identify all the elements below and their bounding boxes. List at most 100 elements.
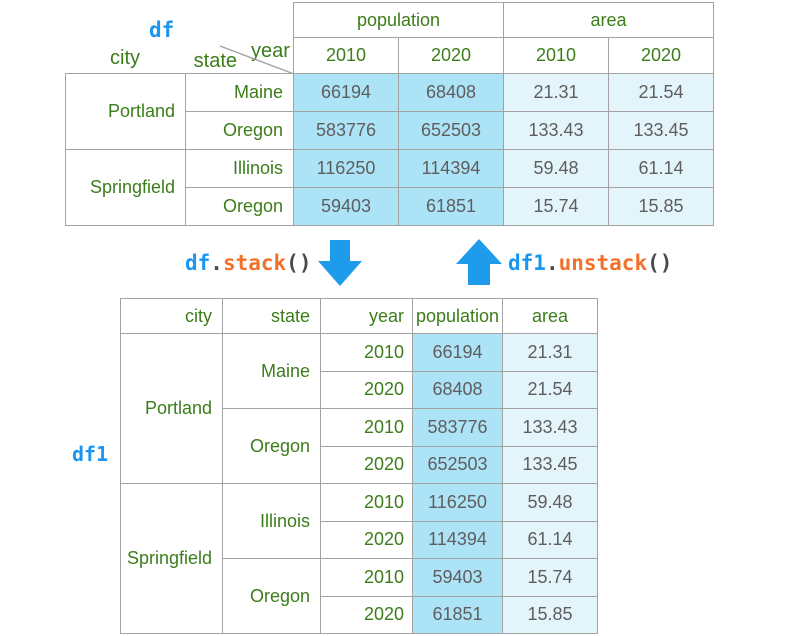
stack-object-name: df xyxy=(185,251,211,275)
df1-long-table: city state year population area Portland… xyxy=(120,298,598,634)
population-cell: 59403 xyxy=(412,558,503,597)
table-row: Oregon 2010 583776 133.43 xyxy=(121,408,598,484)
year-cell: 2010 xyxy=(320,558,413,597)
table-row: Springfield Illinois 2010 116250 59.48 xyxy=(120,483,598,634)
state-axis-label: state xyxy=(193,50,237,72)
unstack-object-name: df1 xyxy=(508,251,546,275)
value-cell: 114394 xyxy=(398,149,504,188)
value-cell: 61851 xyxy=(398,187,504,226)
city-cell: Portland xyxy=(65,73,186,150)
table-row: Oregon 2010 59403 15.74 xyxy=(121,558,598,634)
year-cell: 2020 xyxy=(320,595,413,634)
header-population: population xyxy=(412,298,503,334)
area-cell: 15.85 xyxy=(502,595,598,634)
header-year: year xyxy=(320,298,413,334)
population-cell: 66194 xyxy=(412,333,503,372)
stack-code-label: df.stack() xyxy=(185,251,311,275)
dot: . xyxy=(545,251,559,275)
table-row: Oregon 59403 61851 15.74 15.85 xyxy=(66,187,714,226)
area-cell: 133.45 xyxy=(502,445,598,484)
stack-down-arrow-icon xyxy=(318,240,362,286)
value-cell: 59.48 xyxy=(503,149,609,188)
state-cell: Oregon xyxy=(185,111,294,150)
df-wide-table: population area 2010 2020 2010 2020 Port… xyxy=(65,2,714,226)
state-cell: Illinois xyxy=(222,483,321,559)
corner-spacer xyxy=(66,3,294,38)
city-axis-label: city xyxy=(110,47,140,69)
table-row: Portland Maine 2010 66194 21.31 xyxy=(120,333,598,484)
year-cell: 2010 xyxy=(320,483,413,522)
parens: () xyxy=(647,251,673,275)
year-cell: 2020 xyxy=(320,370,413,409)
population-cell: 583776 xyxy=(412,408,503,447)
state-cell: Illinois xyxy=(185,149,294,188)
population-cell: 652503 xyxy=(412,445,503,484)
area-cell: 133.43 xyxy=(502,408,598,447)
value-cell: 66194 xyxy=(293,73,399,112)
header-area-2010: 2010 xyxy=(503,37,609,74)
header-area-2020: 2020 xyxy=(608,37,714,74)
header-area: area xyxy=(503,2,714,38)
value-cell: 21.54 xyxy=(608,73,714,112)
unstack-method-name: unstack xyxy=(558,251,648,275)
header-city: city xyxy=(120,298,223,334)
year-axis-label: year xyxy=(251,40,290,62)
year-header-row: 2010 2020 2010 2020 xyxy=(66,37,714,74)
dot: . xyxy=(210,251,223,275)
city-cell: Portland xyxy=(120,333,223,484)
value-cell: 133.45 xyxy=(608,111,714,150)
year-cell: 2020 xyxy=(320,520,413,559)
value-cell: 68408 xyxy=(398,73,504,112)
state-year-diagonal-divider xyxy=(219,45,295,75)
population-cell: 116250 xyxy=(412,483,503,522)
table-row: 2020 61851 15.85 xyxy=(121,595,598,634)
header-pop-2020: 2020 xyxy=(398,37,504,74)
unstack-code-label: df1.unstack() xyxy=(508,251,672,275)
value-cell: 15.74 xyxy=(503,187,609,226)
state-cell: Maine xyxy=(222,333,321,409)
value-cell: 583776 xyxy=(293,111,399,150)
value-cell: 15.85 xyxy=(608,187,714,226)
group-header-row: population area xyxy=(66,2,714,38)
population-cell: 114394 xyxy=(412,520,503,559)
header-pop-2010: 2010 xyxy=(293,37,399,74)
value-cell: 116250 xyxy=(293,149,399,188)
population-cell: 61851 xyxy=(412,595,503,634)
state-cell: Maine xyxy=(185,73,294,112)
header-population: population xyxy=(293,2,504,38)
area-cell: 59.48 xyxy=(502,483,598,522)
value-cell: 652503 xyxy=(398,111,504,150)
corner-spacer xyxy=(66,38,294,74)
area-cell: 15.74 xyxy=(502,558,598,597)
city-cell: Springfield xyxy=(65,149,186,226)
year-cell: 2010 xyxy=(320,408,413,447)
value-cell: 133.43 xyxy=(503,111,609,150)
stack-method-name: stack xyxy=(222,251,287,275)
population-cell: 68408 xyxy=(412,370,503,409)
city-cell: Springfield xyxy=(120,483,223,634)
header-area: area xyxy=(502,298,598,334)
value-cell: 59403 xyxy=(293,187,399,226)
table-row: 2020 114394 61.14 xyxy=(121,520,598,559)
header-state: state xyxy=(222,298,321,334)
state-cell: Oregon xyxy=(222,408,321,484)
area-cell: 21.31 xyxy=(502,333,598,372)
df-label: df xyxy=(149,18,175,42)
table-row: Portland Maine 66194 68408 21.31 21.54 xyxy=(65,73,714,150)
value-cell: 61.14 xyxy=(608,149,714,188)
area-cell: 61.14 xyxy=(502,520,598,559)
year-cell: 2020 xyxy=(320,445,413,484)
area-cell: 21.54 xyxy=(502,370,598,409)
state-cell: Oregon xyxy=(222,558,321,634)
header-row: city state year population area xyxy=(120,298,598,334)
table-row: 2020 68408 21.54 xyxy=(121,370,598,409)
table-row: Springfield Illinois 116250 114394 59.48… xyxy=(65,149,714,226)
unstack-up-arrow-icon xyxy=(456,239,502,285)
state-cell: Oregon xyxy=(185,187,294,226)
table-row: 2020 652503 133.45 xyxy=(121,445,598,484)
value-cell: 21.31 xyxy=(503,73,609,112)
year-cell: 2010 xyxy=(320,333,413,372)
table-row: Oregon 583776 652503 133.43 133.45 xyxy=(66,111,714,150)
parens: () xyxy=(286,251,312,275)
